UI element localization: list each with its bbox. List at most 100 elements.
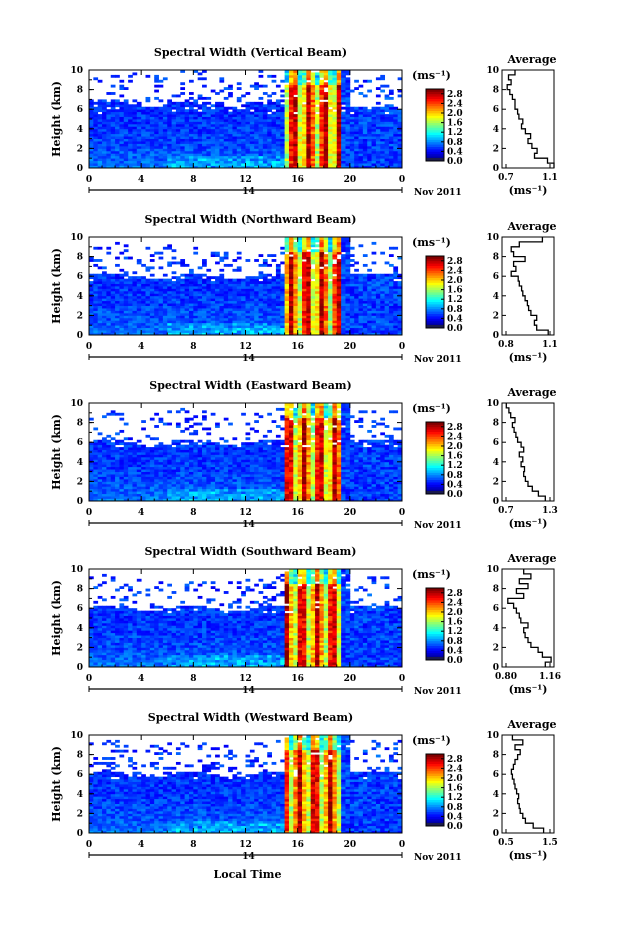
heatmap-cell	[345, 133, 351, 137]
heatmap-cell	[288, 308, 294, 311]
heatmap-cell	[215, 298, 220, 302]
heatmap-cell	[188, 300, 194, 304]
heatmap-cell	[206, 136, 212, 139]
heatmap-cell	[241, 322, 246, 326]
average-y-tick-label: 8	[493, 86, 499, 96]
heatmap-cell	[319, 160, 325, 164]
heatmap-cell	[141, 298, 146, 302]
heatmap-cell	[288, 150, 294, 154]
heatmap-cell	[371, 150, 377, 154]
heatmap-cell	[332, 286, 338, 289]
heatmap-cell	[102, 153, 107, 157]
heatmap-cell	[175, 153, 181, 157]
heatmap-cell	[297, 263, 303, 267]
heatmap-cell	[393, 303, 399, 306]
heatmap-cell	[106, 449, 112, 453]
heatmap-cell	[341, 261, 346, 265]
heatmap-cell	[119, 126, 125, 130]
average-unit: (ms⁻¹)	[509, 351, 548, 364]
heatmap-cell	[315, 119, 320, 122]
heatmap-cell	[158, 165, 164, 169]
heatmap-cell	[175, 308, 181, 311]
heatmap-cell	[162, 131, 168, 135]
heatmap-cell	[380, 327, 386, 331]
heatmap-cell	[262, 126, 268, 130]
heatmap-cell	[284, 94, 290, 98]
heatmap-cell	[206, 111, 212, 115]
heatmap-cell	[367, 148, 372, 152]
heatmap-cell	[293, 325, 299, 329]
heatmap-cell	[228, 293, 233, 297]
heatmap-cell	[171, 163, 177, 166]
heatmap-cell	[149, 478, 155, 482]
heatmap-cell	[110, 111, 116, 115]
heatmap-cell	[371, 143, 377, 147]
heatmap-cell	[145, 496, 151, 499]
heatmap-cell	[267, 278, 272, 282]
heatmap-cell	[371, 276, 377, 280]
heatmap-cell	[345, 165, 351, 169]
heatmap-cell	[393, 300, 399, 304]
heatmap-cell	[245, 327, 251, 331]
heatmap-cell	[188, 119, 194, 122]
heatmap-cell	[310, 141, 316, 144]
heatmap-cell	[228, 322, 233, 326]
heatmap-cell	[345, 332, 351, 336]
heatmap-cell	[89, 469, 94, 472]
heatmap-cell	[349, 303, 355, 306]
heatmap-cell	[241, 303, 246, 306]
heatmap-cell	[106, 315, 112, 319]
heatmap-cell	[310, 293, 316, 297]
heatmap-cell	[93, 278, 99, 282]
heatmap-cell	[128, 295, 133, 299]
heatmap-cell	[202, 322, 207, 326]
heatmap-cell	[97, 116, 103, 120]
panel-title: Spectral Width (Vertical Beam)	[154, 46, 347, 59]
heatmap-cell	[354, 286, 359, 289]
heatmap-cell	[158, 452, 164, 455]
heatmap-cell	[297, 298, 303, 302]
heatmap-cell	[310, 89, 316, 93]
heatmap-cell	[297, 261, 303, 265]
heatmap-cell	[336, 308, 342, 311]
heatmap-cell	[288, 111, 294, 115]
heatmap-cell	[206, 126, 212, 130]
heatmap-cell	[371, 305, 377, 309]
heatmap-cell	[328, 101, 333, 105]
heatmap-cell	[119, 315, 125, 319]
heatmap-cell	[171, 300, 177, 304]
heatmap-cell	[158, 327, 164, 331]
heatmap-cell	[328, 256, 333, 260]
heatmap-cell	[388, 138, 394, 142]
heatmap-cell	[123, 271, 129, 275]
heatmap-cell	[89, 99, 94, 103]
heatmap-cell	[341, 77, 346, 81]
heatmap-cell	[245, 278, 251, 282]
heatmap-cell	[367, 290, 372, 294]
heatmap-cell	[306, 261, 312, 265]
heatmap-cell	[271, 312, 277, 316]
heatmap-cell	[110, 332, 116, 336]
heatmap-cell	[215, 332, 220, 336]
heatmap-cell	[206, 290, 212, 294]
heatmap-cell	[128, 303, 133, 306]
heatmap-cell	[89, 150, 94, 154]
heatmap-cell	[232, 145, 238, 149]
colorbar-step	[426, 98, 444, 102]
heatmap-cell	[254, 84, 259, 88]
heatmap-cell	[115, 116, 120, 120]
heatmap-cell	[188, 315, 194, 319]
heatmap-cell	[93, 300, 99, 304]
heatmap-cell	[280, 89, 286, 93]
heatmap-cell	[232, 310, 238, 314]
heatmap-cell	[223, 160, 229, 164]
heatmap-cell	[354, 288, 359, 292]
heatmap-cell	[306, 141, 312, 144]
heatmap-cell	[302, 261, 307, 265]
heatmap-cell	[275, 114, 281, 117]
heatmap-cell	[102, 119, 107, 122]
heatmap-cell	[393, 283, 399, 287]
heatmap-cell	[271, 281, 277, 284]
heatmap-cell	[297, 165, 303, 169]
heatmap-cell	[249, 106, 255, 110]
